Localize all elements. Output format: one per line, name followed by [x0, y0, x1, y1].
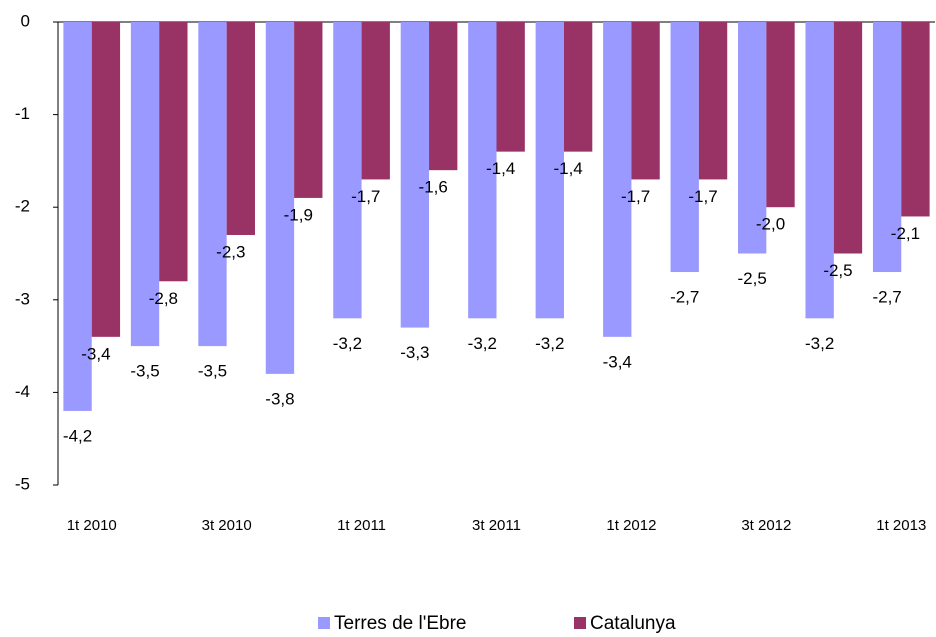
- value-label: -2,7: [670, 288, 699, 307]
- value-label: -2,7: [872, 288, 901, 307]
- bar: [670, 22, 699, 273]
- value-label: -1,7: [351, 187, 380, 206]
- value-label: -1,4: [553, 159, 582, 178]
- value-label: -2,0: [756, 215, 785, 234]
- y-tick-label: -3: [15, 289, 30, 308]
- bar: [468, 22, 497, 319]
- legend-swatch: [318, 617, 330, 629]
- bar: [535, 22, 564, 319]
- legend-label: Terres de l'Ebre: [334, 613, 466, 634]
- bar: [159, 22, 188, 282]
- value-label: -2,1: [891, 224, 920, 243]
- value-label: -3,3: [400, 343, 429, 362]
- bar: [91, 22, 121, 337]
- bar: [226, 22, 255, 235]
- value-label: -3,4: [81, 344, 110, 363]
- value-label: -3,2: [535, 334, 564, 353]
- bar: [603, 22, 632, 337]
- x-tick-label: 1t 2013: [876, 517, 926, 534]
- bar: [294, 22, 323, 198]
- value-label: -3,5: [198, 362, 227, 381]
- y-tick-label: -5: [15, 474, 30, 493]
- bar: [872, 22, 902, 273]
- value-label: -3,5: [130, 362, 159, 381]
- bar: [698, 22, 728, 180]
- x-tick-label: 3t 2010: [202, 517, 252, 534]
- bar: [805, 22, 834, 319]
- value-label: -1,7: [688, 187, 717, 206]
- legend-label: Catalunya: [590, 613, 676, 634]
- bar: [198, 22, 227, 347]
- value-label: -2,5: [738, 269, 767, 288]
- y-tick-label: -4: [15, 382, 30, 401]
- value-label: -3,2: [805, 334, 834, 353]
- y-tick-label: -1: [15, 104, 30, 123]
- bar: [400, 22, 430, 328]
- bar: [901, 22, 930, 217]
- value-label: -3,2: [333, 334, 362, 353]
- bar: [563, 22, 593, 152]
- value-label: -1,4: [486, 159, 515, 178]
- x-tick-label: 3t 2011: [472, 517, 521, 534]
- value-label: -4,2: [63, 426, 92, 445]
- bar: [265, 22, 295, 374]
- bar: [496, 22, 525, 152]
- bar: [429, 22, 458, 171]
- bar: [738, 22, 767, 254]
- value-label: -3,8: [265, 389, 294, 408]
- x-tick-label: 1t 2012: [606, 517, 656, 534]
- value-label: -2,5: [823, 261, 852, 280]
- value-label: -3,2: [468, 334, 497, 353]
- value-label: -3,4: [603, 352, 632, 371]
- y-tick-label: 0: [21, 11, 30, 30]
- bar: [63, 22, 92, 411]
- value-label: -1,7: [621, 187, 650, 206]
- bar: [833, 22, 863, 254]
- bar: [766, 22, 795, 208]
- bar: [333, 22, 362, 319]
- value-label: -2,8: [149, 289, 178, 308]
- legend-swatch: [574, 617, 586, 629]
- bar: [361, 22, 390, 180]
- bar: [631, 22, 660, 180]
- x-tick-label: 1t 2011: [337, 517, 386, 534]
- value-label: -2,3: [216, 242, 245, 261]
- y-tick-label: -2: [15, 197, 30, 216]
- bar: [130, 22, 160, 347]
- value-label: -1,9: [284, 205, 313, 224]
- value-label: -1,6: [419, 178, 448, 197]
- x-tick-label: 1t 2010: [67, 517, 117, 534]
- x-tick-label: 3t 2012: [741, 517, 791, 534]
